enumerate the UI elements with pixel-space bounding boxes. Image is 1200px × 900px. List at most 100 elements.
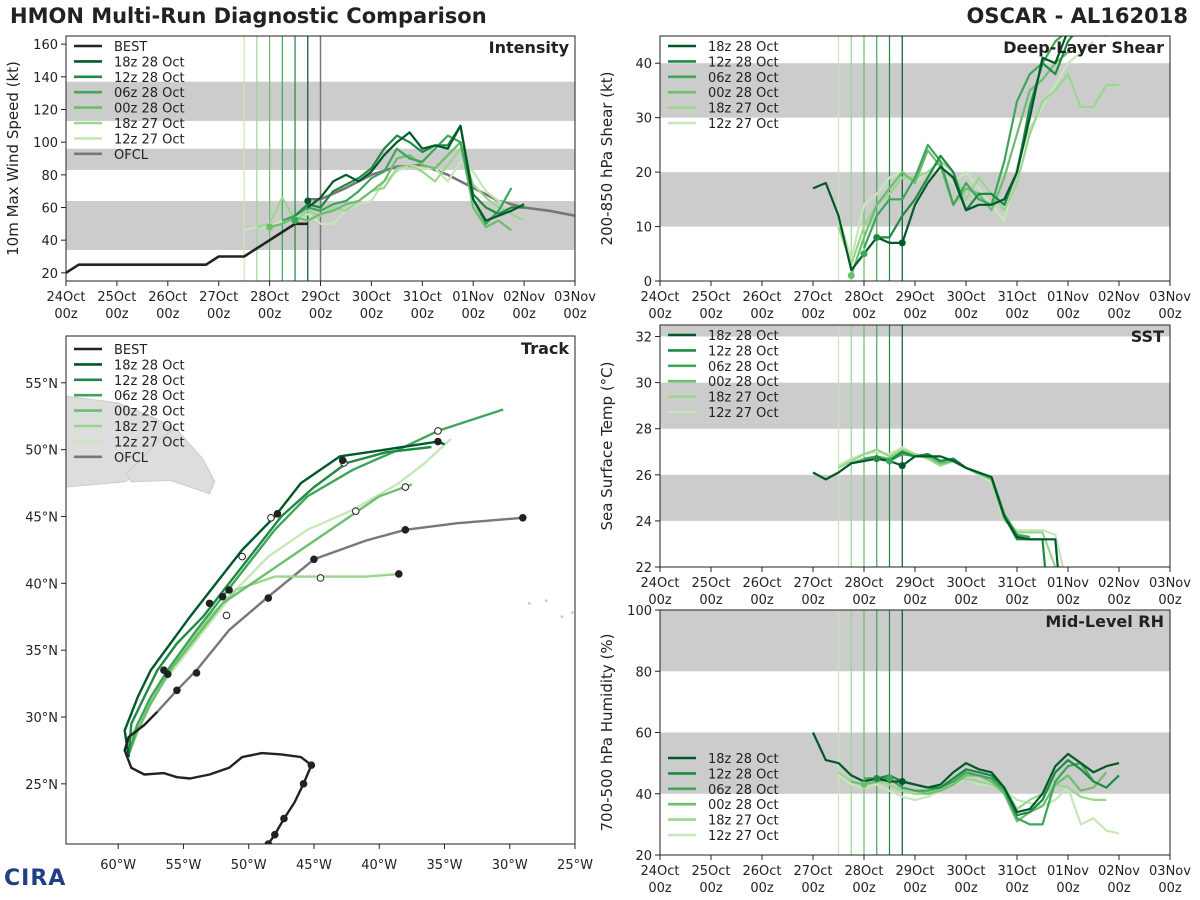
y-tick-label: 24 (635, 515, 652, 530)
track-point (238, 552, 246, 561)
y-axis-label: 200-850 hPa Shear (kt) (598, 72, 616, 246)
track-point (299, 780, 308, 788)
x-tick-label: 24Oct (640, 864, 679, 879)
x-tick-label: 29Oct (301, 290, 340, 305)
legend-label: 12z 27 Oct (114, 435, 185, 450)
x-tick-label: 00z (954, 307, 978, 322)
island (527, 601, 531, 605)
x-tick-label: 25Oct (691, 576, 730, 591)
x-tick-label: 25°W (557, 858, 593, 873)
y-tick-label: 100 (33, 136, 58, 151)
series-18z-27-oct (837, 771, 1107, 811)
legend-label: 18z 28 Oct (708, 329, 779, 344)
y-tick-label: 22 (635, 561, 652, 576)
track-point (271, 830, 279, 839)
x-tick-label: 00z (648, 881, 672, 896)
cira-logo: CIRA (4, 866, 67, 891)
legend-label: 12z 28 Oct (114, 374, 185, 389)
legend-label: 00z 28 Oct (114, 405, 185, 420)
x-tick-label: 28Oct (844, 864, 883, 879)
track-point (518, 514, 527, 522)
x-tick-label: 26Oct (742, 290, 781, 305)
panel-title: SST (1131, 327, 1164, 346)
x-tick-label: 30Oct (946, 864, 985, 879)
x-tick-label: 60°W (100, 858, 136, 873)
x-tick-label: 00z (258, 307, 282, 322)
plot-area (660, 325, 1170, 567)
x-tick-label: 00z (852, 307, 876, 322)
x-tick-label: 24Oct (640, 290, 679, 305)
track-best (123, 710, 313, 844)
x-tick-label: 27Oct (793, 290, 832, 305)
legend-label: 18z 28 Oct (114, 358, 185, 373)
x-tick-label: 00z (1056, 593, 1080, 608)
x-tick-label: 31Oct (997, 576, 1036, 591)
x-tick-label: 03Nov (1149, 576, 1191, 591)
y-tick-label: 45°N (25, 510, 58, 525)
x-tick-label: 27Oct (793, 576, 832, 591)
track-ofcl (156, 516, 523, 713)
y-tick-label: 100 (627, 604, 652, 619)
init-marker (873, 774, 881, 782)
x-tick-label: 45°W (296, 858, 332, 873)
x-tick-label: 31Oct (403, 290, 442, 305)
x-tick-label: 00z (750, 881, 774, 896)
track-point (173, 686, 181, 695)
init-marker (860, 781, 868, 789)
x-tick-label: 25Oct (691, 864, 730, 879)
x-tick-label: 00z (954, 593, 978, 608)
landmass-newfoundland (125, 427, 216, 495)
y-axis-label: 700-500 hPa Humidity (%) (598, 633, 616, 831)
x-tick-label: 00z (750, 307, 774, 322)
storm-id: OSCAR - AL162018 (966, 4, 1188, 28)
y-tick-label: 40 (635, 57, 652, 72)
x-tick-label: 29Oct (895, 290, 934, 305)
x-tick-label: 00z (309, 307, 333, 322)
x-tick-label: 35°W (427, 858, 463, 873)
track-point (205, 599, 214, 608)
x-tick-label: 02Nov (1098, 576, 1140, 591)
y-tick-label: 0 (644, 275, 652, 290)
track-point (222, 611, 231, 620)
x-tick-label: 24Oct (640, 576, 679, 591)
track-point (264, 840, 273, 844)
panel-sst: 22 24 26 28 30 32 24Oct 00z 25Oct 00z 26Oct 00z 27Oc… (598, 324, 1191, 608)
plot-area (66, 36, 575, 281)
x-tick-label: 00z (750, 593, 774, 608)
y-tick-label: 55°N (25, 377, 58, 392)
legend-label: 18z 28 Oct (708, 752, 779, 767)
x-tick-label: 00z (563, 307, 587, 322)
plot-area (660, 610, 1170, 855)
shade-band (660, 325, 1170, 337)
legend-label: 12z 28 Oct (708, 55, 779, 70)
track-point (310, 555, 318, 564)
island (560, 615, 564, 619)
x-tick-label: 00z (1158, 593, 1182, 608)
x-tick-label: 30°W (492, 858, 528, 873)
legend-label: 00z 28 Oct (114, 102, 185, 117)
legend-label: OFCL (114, 451, 149, 466)
init-marker (898, 462, 906, 470)
x-tick-label: 02Nov (1098, 290, 1140, 305)
track-point (192, 669, 201, 677)
x-tick-label: 29Oct (895, 864, 934, 879)
shade-band (660, 474, 1170, 521)
x-tick-label: 26Oct (742, 864, 781, 879)
x-tick-label: 29Oct (895, 576, 934, 591)
y-tick-label: 30°N (25, 711, 58, 726)
axes-frame (65, 335, 576, 845)
series-12z-27-oct (837, 40, 1095, 261)
x-tick-label: 25Oct (97, 290, 136, 305)
legend-label: 18z 28 Oct (708, 40, 779, 55)
x-tick-label: 00z (1056, 307, 1080, 322)
panel-title: Intensity (489, 38, 570, 57)
x-tick-label: 00z (699, 881, 723, 896)
x-tick-label: 00z (1158, 307, 1182, 322)
track-point (401, 483, 410, 491)
legend-label: 12z 27 Oct (708, 406, 779, 421)
panel-title: Track (521, 339, 569, 358)
init-marker (886, 457, 893, 465)
legend-label: 18z 27 Oct (708, 814, 779, 829)
y-tick-label: 80 (635, 665, 652, 680)
panel-track: 25°N 30°N 35°N 40°N 45°N 50°N 55°N 60°W 55°W 50°W… (25, 335, 593, 873)
